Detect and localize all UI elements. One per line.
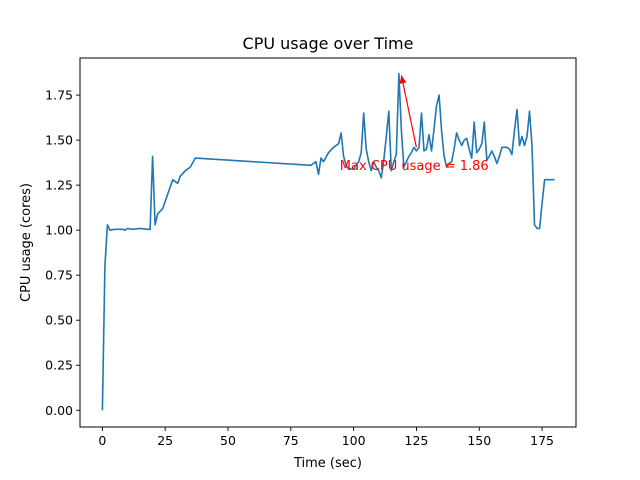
x-tick-label: 125: [405, 433, 429, 448]
y-axis-ticks: 0.00 0.25 0.50 0.75 1.00 1.25 1.50 1.75: [45, 88, 80, 418]
x-tick-label: 100: [342, 433, 366, 448]
y-tick-label: 0.75: [45, 268, 73, 283]
y-tick-label: 0.25: [45, 358, 73, 373]
x-tick-label: 0: [98, 433, 106, 448]
annotation-arrow: [400, 75, 417, 148]
y-tick-label: 1.50: [45, 133, 73, 148]
y-tick-label: 1.75: [45, 88, 73, 103]
annotation-text: Max CPU usage = 1.86: [340, 159, 489, 174]
chart-title: CPU usage over Time: [243, 34, 414, 53]
y-tick-label: 0.00: [45, 403, 73, 418]
x-tick-label: 175: [530, 433, 554, 448]
y-tick-label: 0.50: [45, 313, 73, 328]
x-tick-label: 25: [157, 433, 173, 448]
x-axis-label: Time (sec): [293, 456, 362, 471]
plot-area: Max CPU usage = 1.86: [101, 72, 555, 411]
y-tick-label: 1.25: [45, 178, 73, 193]
series-line-0: [101, 72, 555, 411]
x-tick-label: 150: [467, 433, 491, 448]
axes-frame: [79, 57, 577, 428]
x-tick-label: 75: [283, 433, 299, 448]
x-tick-label: 50: [220, 433, 236, 448]
annotation-arrowhead: [399, 75, 407, 84]
y-axis-label: CPU usage (cores): [19, 183, 34, 302]
max-annotation: Max CPU usage = 1.86: [340, 75, 489, 174]
y-tick-label: 1.00: [45, 223, 73, 238]
x-axis-ticks: 0 25 50 75 100 125 150 175: [98, 427, 554, 448]
